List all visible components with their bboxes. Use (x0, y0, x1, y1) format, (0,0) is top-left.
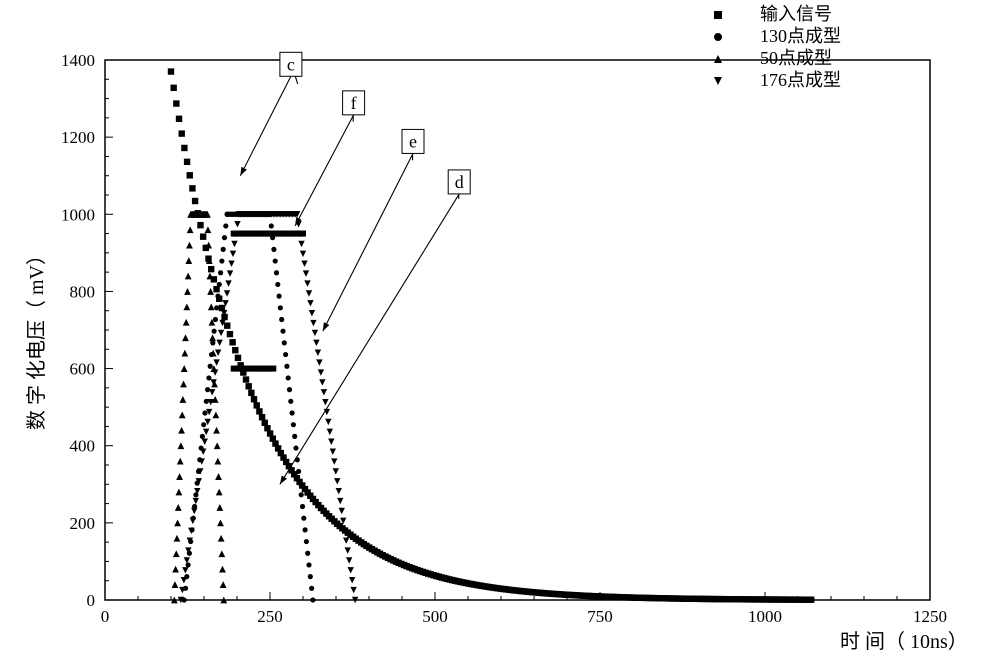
ytick-label: 400 (70, 437, 96, 456)
xtick-label: 750 (587, 607, 613, 626)
xtick-label: 500 (422, 607, 448, 626)
ytick-label: 1400 (61, 51, 95, 70)
legend-label: 176点成型 (760, 70, 841, 90)
ytick-label: 1000 (61, 205, 95, 224)
annotation-arrow-e (323, 153, 413, 331)
plot-frame (105, 60, 930, 600)
annotation-label-f: f (351, 93, 357, 113)
ytick-label: 1200 (61, 128, 95, 147)
chart-container: { "canvas":{"w":1000,"h":661}, "plot":{"… (0, 0, 1000, 661)
chart-svg: 0 250 500 750 1000 1250 0 200 400 600 800 1000 1200 1… (0, 0, 1000, 661)
annotation-label-d: d (455, 172, 464, 192)
x-axis-label: 时 间（ 10ns） (840, 630, 968, 653)
xtick-label: 1000 (748, 607, 782, 626)
annotation-arrow-d (280, 194, 459, 484)
xtick-label: 1250 (913, 607, 947, 626)
ytick-label: 200 (70, 514, 96, 533)
ytick-label: 800 (70, 282, 96, 301)
annotation-arrow-f (295, 115, 354, 226)
ytick-label: 0 (87, 591, 96, 610)
legend-label: 50点成型 (760, 48, 832, 68)
xtick-label: 0 (101, 607, 110, 626)
annotation-arrow-c (240, 76, 291, 175)
legend-label: 输入信号 (760, 4, 832, 24)
legend-label: 130点成型 (760, 26, 841, 46)
xtick-label: 250 (257, 607, 283, 626)
y-axis-label: 数 字 化电压（ mV） (25, 245, 48, 430)
annotation-label-e: e (409, 131, 417, 151)
ytick-label: 600 (70, 360, 96, 379)
annotation-label-c: c (287, 54, 295, 74)
